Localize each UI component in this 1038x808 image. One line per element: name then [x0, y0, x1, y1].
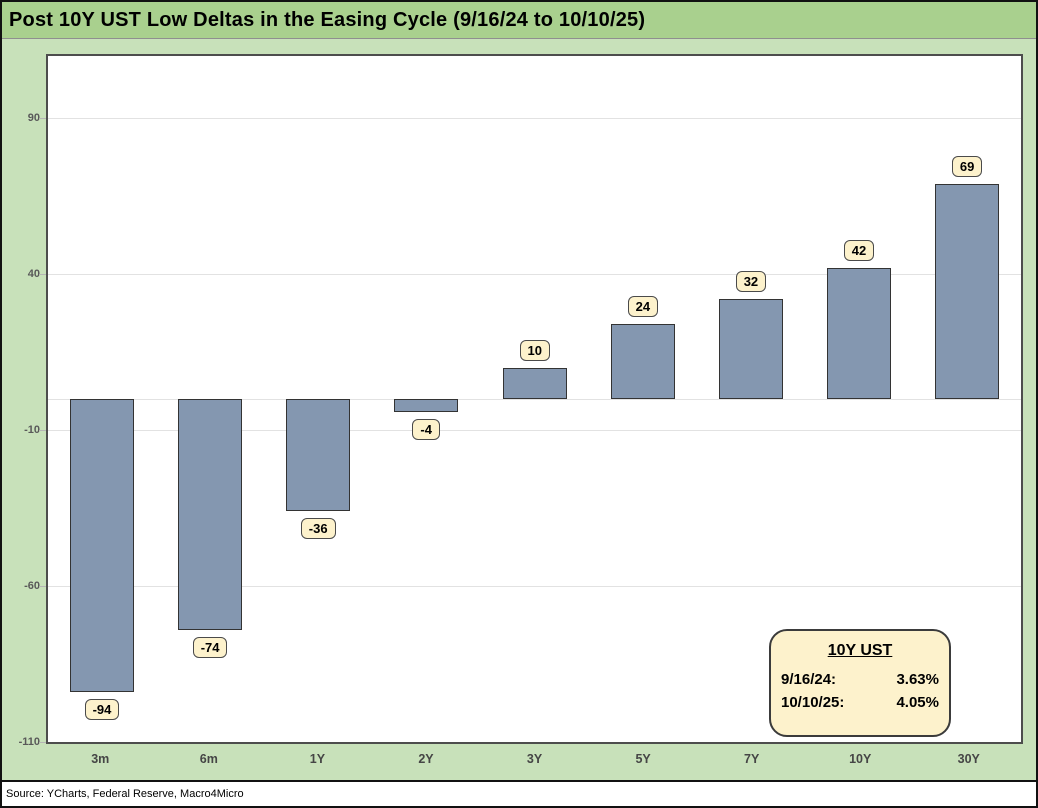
- data-label-2Y: -4: [412, 418, 440, 440]
- y-axis-tick: [39, 274, 46, 276]
- callout-row-label: 9/16/24:: [781, 671, 837, 688]
- data-label-5Y: 24: [627, 296, 659, 318]
- data-label-30Y: 69: [951, 155, 983, 177]
- chart-region: -94 -74 -36 -4 10 24 32 42 69 10Y UST 9/16/24: 3…: [2, 39, 1036, 780]
- x-axis-label-7Y: 7Y: [744, 752, 760, 766]
- x-axis-label-3m: 3m: [91, 752, 110, 766]
- y-axis-label: -10: [24, 424, 40, 437]
- bar-30Y: [934, 183, 999, 399]
- callout-row-value: 3.63%: [896, 671, 939, 688]
- bar-7Y: [718, 299, 783, 399]
- data-label-7Y: 32: [735, 271, 767, 293]
- bar-3Y: [502, 367, 567, 399]
- gridline: [48, 118, 1021, 120]
- source-text: Source: YCharts, Federal Reserve, Macro4…: [6, 788, 244, 800]
- y-axis-tick: [39, 586, 46, 588]
- data-label-6m: -74: [192, 636, 228, 658]
- callout-row-label: 10/10/25:: [781, 694, 845, 711]
- bar-5Y: [610, 324, 675, 399]
- source-bar: Source: YCharts, Federal Reserve, Macro4…: [2, 780, 1036, 806]
- data-label-3m: -94: [84, 699, 120, 721]
- bar-1Y: [286, 399, 351, 512]
- gridline-layer: [48, 56, 1021, 742]
- y-axis-tick: [39, 742, 46, 743]
- y-axis-label: -110: [18, 736, 40, 748]
- bar-layer: -94 -74 -36 -4 10 24 32 42 69: [48, 56, 1021, 742]
- bar-3m: [70, 399, 135, 693]
- data-label-10Y: 42: [843, 240, 875, 261]
- y-axis-tick: [39, 430, 46, 432]
- plot-area: -94 -74 -36 -4 10 24 32 42 69 10Y UST 9/16/24: 3…: [46, 54, 1023, 744]
- data-label-1Y: -36: [300, 518, 336, 540]
- chart-title-bar: Post 10Y UST Low Deltas in the Easing Cy…: [2, 2, 1036, 39]
- gridline: [48, 586, 1021, 588]
- data-label-3Y: 10: [519, 339, 550, 361]
- zero-axis-line: [48, 399, 1021, 400]
- bar-10Y: [826, 268, 891, 399]
- bar-2Y: [394, 399, 459, 412]
- callout-10y-ust: 10Y UST 9/16/24: 3.63% 10/10/25: 4.05%: [769, 629, 951, 737]
- chart-title: Post 10Y UST Low Deltas in the Easing Cy…: [9, 8, 646, 31]
- callout-row-value: 4.05%: [896, 694, 939, 711]
- y-axis-label: -60: [24, 580, 40, 593]
- x-axis-label-10Y: 10Y: [849, 752, 872, 766]
- gridline: [48, 430, 1021, 432]
- x-axis-label-6m: 6m: [199, 752, 218, 766]
- x-axis-label-1Y: 1Y: [309, 752, 326, 766]
- callout-row: 9/16/24: 3.63%: [781, 668, 939, 691]
- y-axis-tick: [39, 118, 46, 120]
- x-axis-label-2Y: 2Y: [418, 752, 434, 766]
- gridline: [48, 274, 1021, 276]
- y-axis-label: 90: [27, 112, 40, 125]
- x-axis-labels: 3m 6m 1Y 2Y 3Y 5Y 7Y 10Y 30Y: [46, 752, 1023, 766]
- x-axis-label-30Y: 30Y: [957, 752, 980, 766]
- y-axis-label: 40: [27, 268, 40, 281]
- x-axis-label-3Y: 3Y: [526, 752, 543, 766]
- bar-6m: [178, 399, 243, 630]
- callout-title: 10Y UST: [827, 642, 893, 659]
- x-axis-label-5Y: 5Y: [635, 752, 651, 766]
- callout-row: 10/10/25: 4.05%: [781, 691, 939, 714]
